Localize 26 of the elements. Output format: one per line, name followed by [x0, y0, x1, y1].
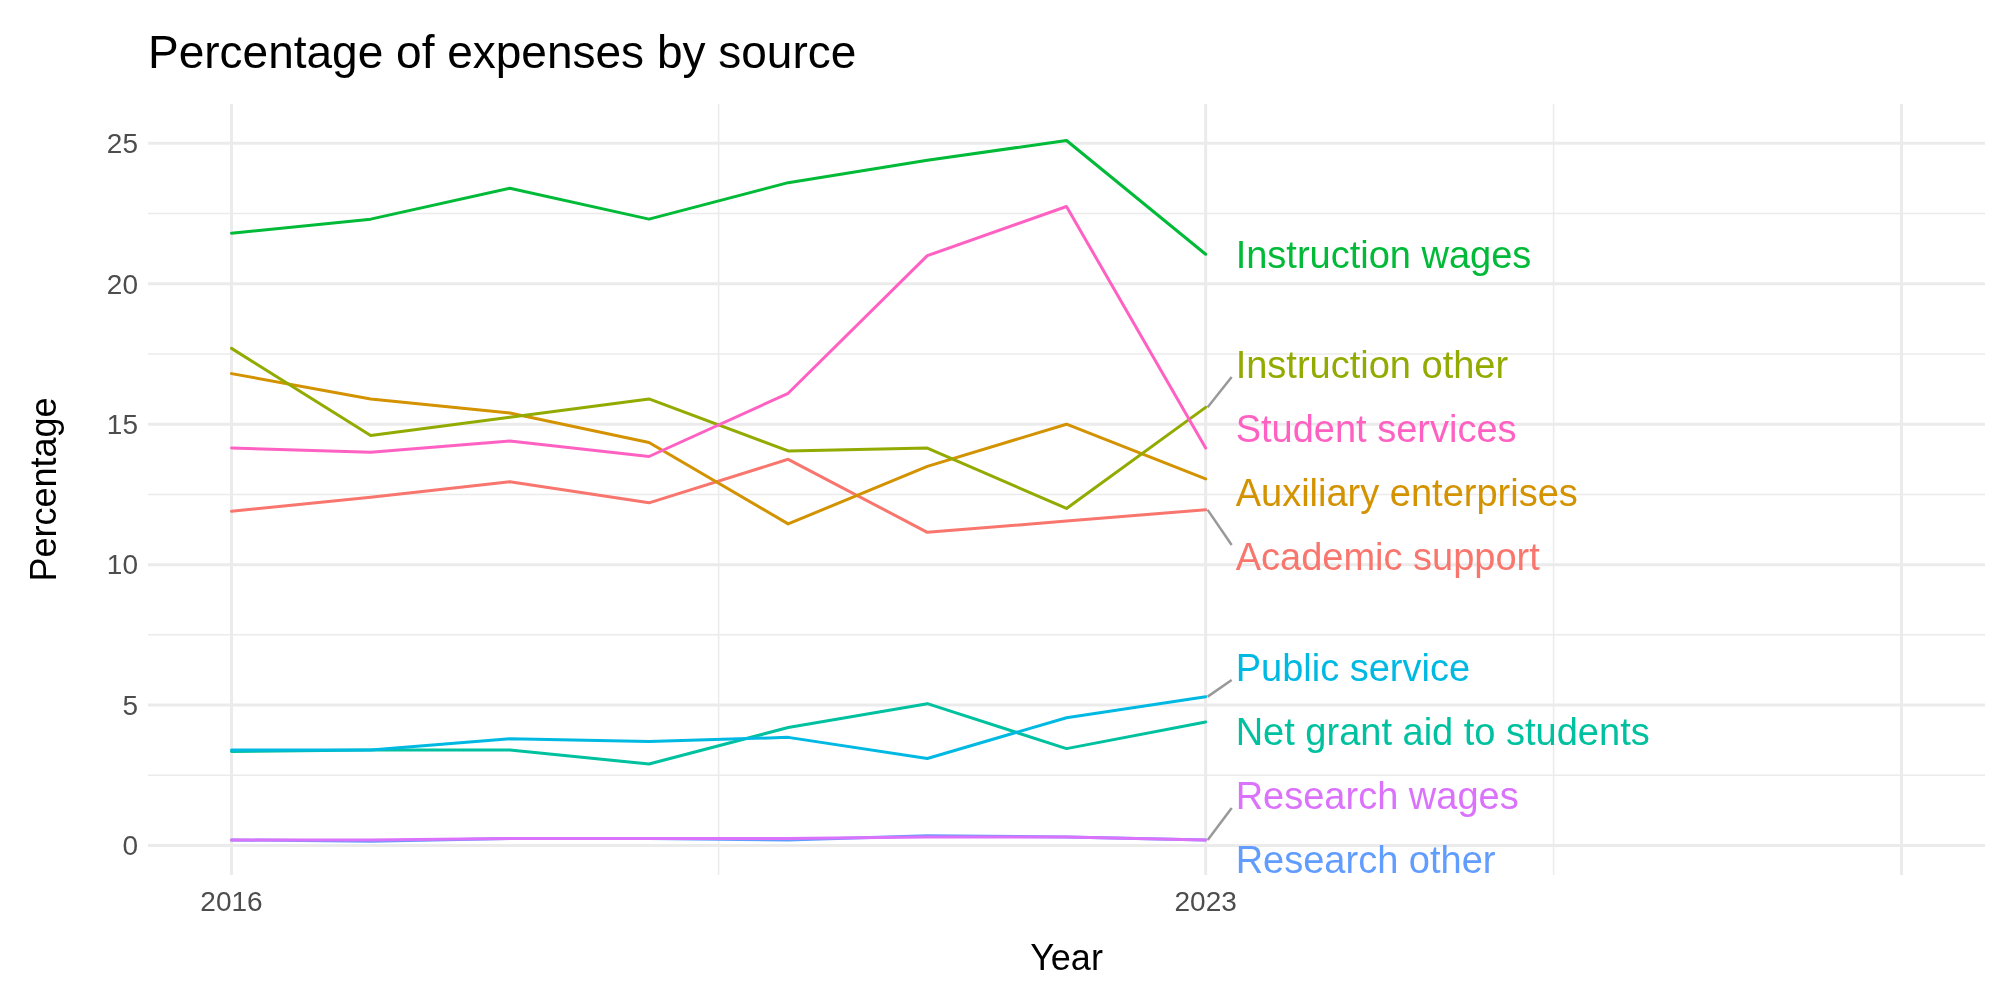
- y-tick-label: 0: [122, 830, 138, 862]
- y-tick-label: 15: [106, 409, 138, 440]
- y-axis-title: Percentage: [23, 397, 64, 582]
- line-series: [230, 695, 1208, 760]
- line-series: [230, 205, 1208, 458]
- series-label: Academic support: [1235, 536, 1541, 579]
- series-label: Auxiliary enterprises: [1235, 472, 1578, 515]
- x-tick-label: 2023: [1174, 886, 1237, 917]
- line-series: [230, 457, 1208, 534]
- series-label: Student services: [1235, 408, 1517, 451]
- line-series: [230, 346, 1208, 510]
- x-axis-title: Year: [1030, 937, 1103, 978]
- y-tick-label: 20: [106, 268, 138, 300]
- series-label: Research wages: [1235, 775, 1519, 818]
- series-label: Net grant aid to students: [1235, 711, 1650, 754]
- series-label: Public service: [1235, 647, 1471, 690]
- series-label: Instruction wages: [1235, 233, 1532, 276]
- line-series: [230, 372, 1208, 526]
- y-tick-label: 25: [106, 128, 138, 160]
- x-tick-label: 2016: [200, 886, 263, 917]
- chart-title: Percentage of expenses by source: [148, 26, 857, 78]
- y-tick-label: 10: [106, 549, 138, 581]
- line-series: [230, 139, 1208, 256]
- series-label: Research other: [1235, 839, 1496, 882]
- series-label: Instruction other: [1235, 344, 1509, 387]
- y-tick-label: 5: [122, 689, 138, 721]
